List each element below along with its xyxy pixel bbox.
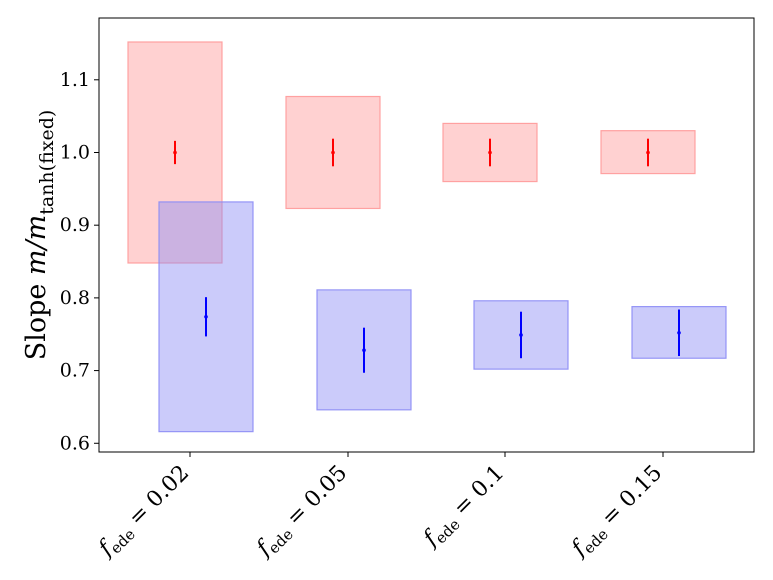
y-tick-label-4: 1.0 xyxy=(60,141,90,163)
y-tick-label-3: 0.9 xyxy=(60,214,90,236)
x-tick-label-0: fede = 0.02 xyxy=(92,461,196,565)
series-0-point-3 xyxy=(646,150,650,155)
y-tick-label-2: 0.8 xyxy=(60,287,90,309)
series-1-point-3 xyxy=(677,330,681,335)
plot-frame xyxy=(98,17,755,453)
x-axis: fede = 0.02 fede = 0.05 fede = 0.1 fede = 0… xyxy=(92,452,669,565)
y-axis-title: Slope m/mtanh(fixed) xyxy=(21,110,58,361)
y-tick-label-1: 0.7 xyxy=(60,360,90,382)
errorbars-layer xyxy=(173,138,681,373)
y-tick-label-0: 0.6 xyxy=(60,432,90,454)
series-1-point-2 xyxy=(519,333,523,337)
y-axis: 0.6 0.7 0.8 0.9 1.0 1.1 xyxy=(60,69,99,454)
series-1-point-1 xyxy=(362,348,366,353)
series-0-point-0 xyxy=(173,150,177,155)
series-1-point-0 xyxy=(204,314,208,319)
series-0-point-2 xyxy=(488,150,492,155)
y-tick-label-5: 1.1 xyxy=(60,69,90,91)
series-0-point-1 xyxy=(331,150,335,155)
x-tick-label-2: fede = 0.1 xyxy=(417,461,511,555)
x-tick-label-3: fede = 0.15 xyxy=(565,461,669,565)
boxes-layer xyxy=(127,41,727,433)
x-tick-label-1: fede = 0.05 xyxy=(250,461,354,565)
